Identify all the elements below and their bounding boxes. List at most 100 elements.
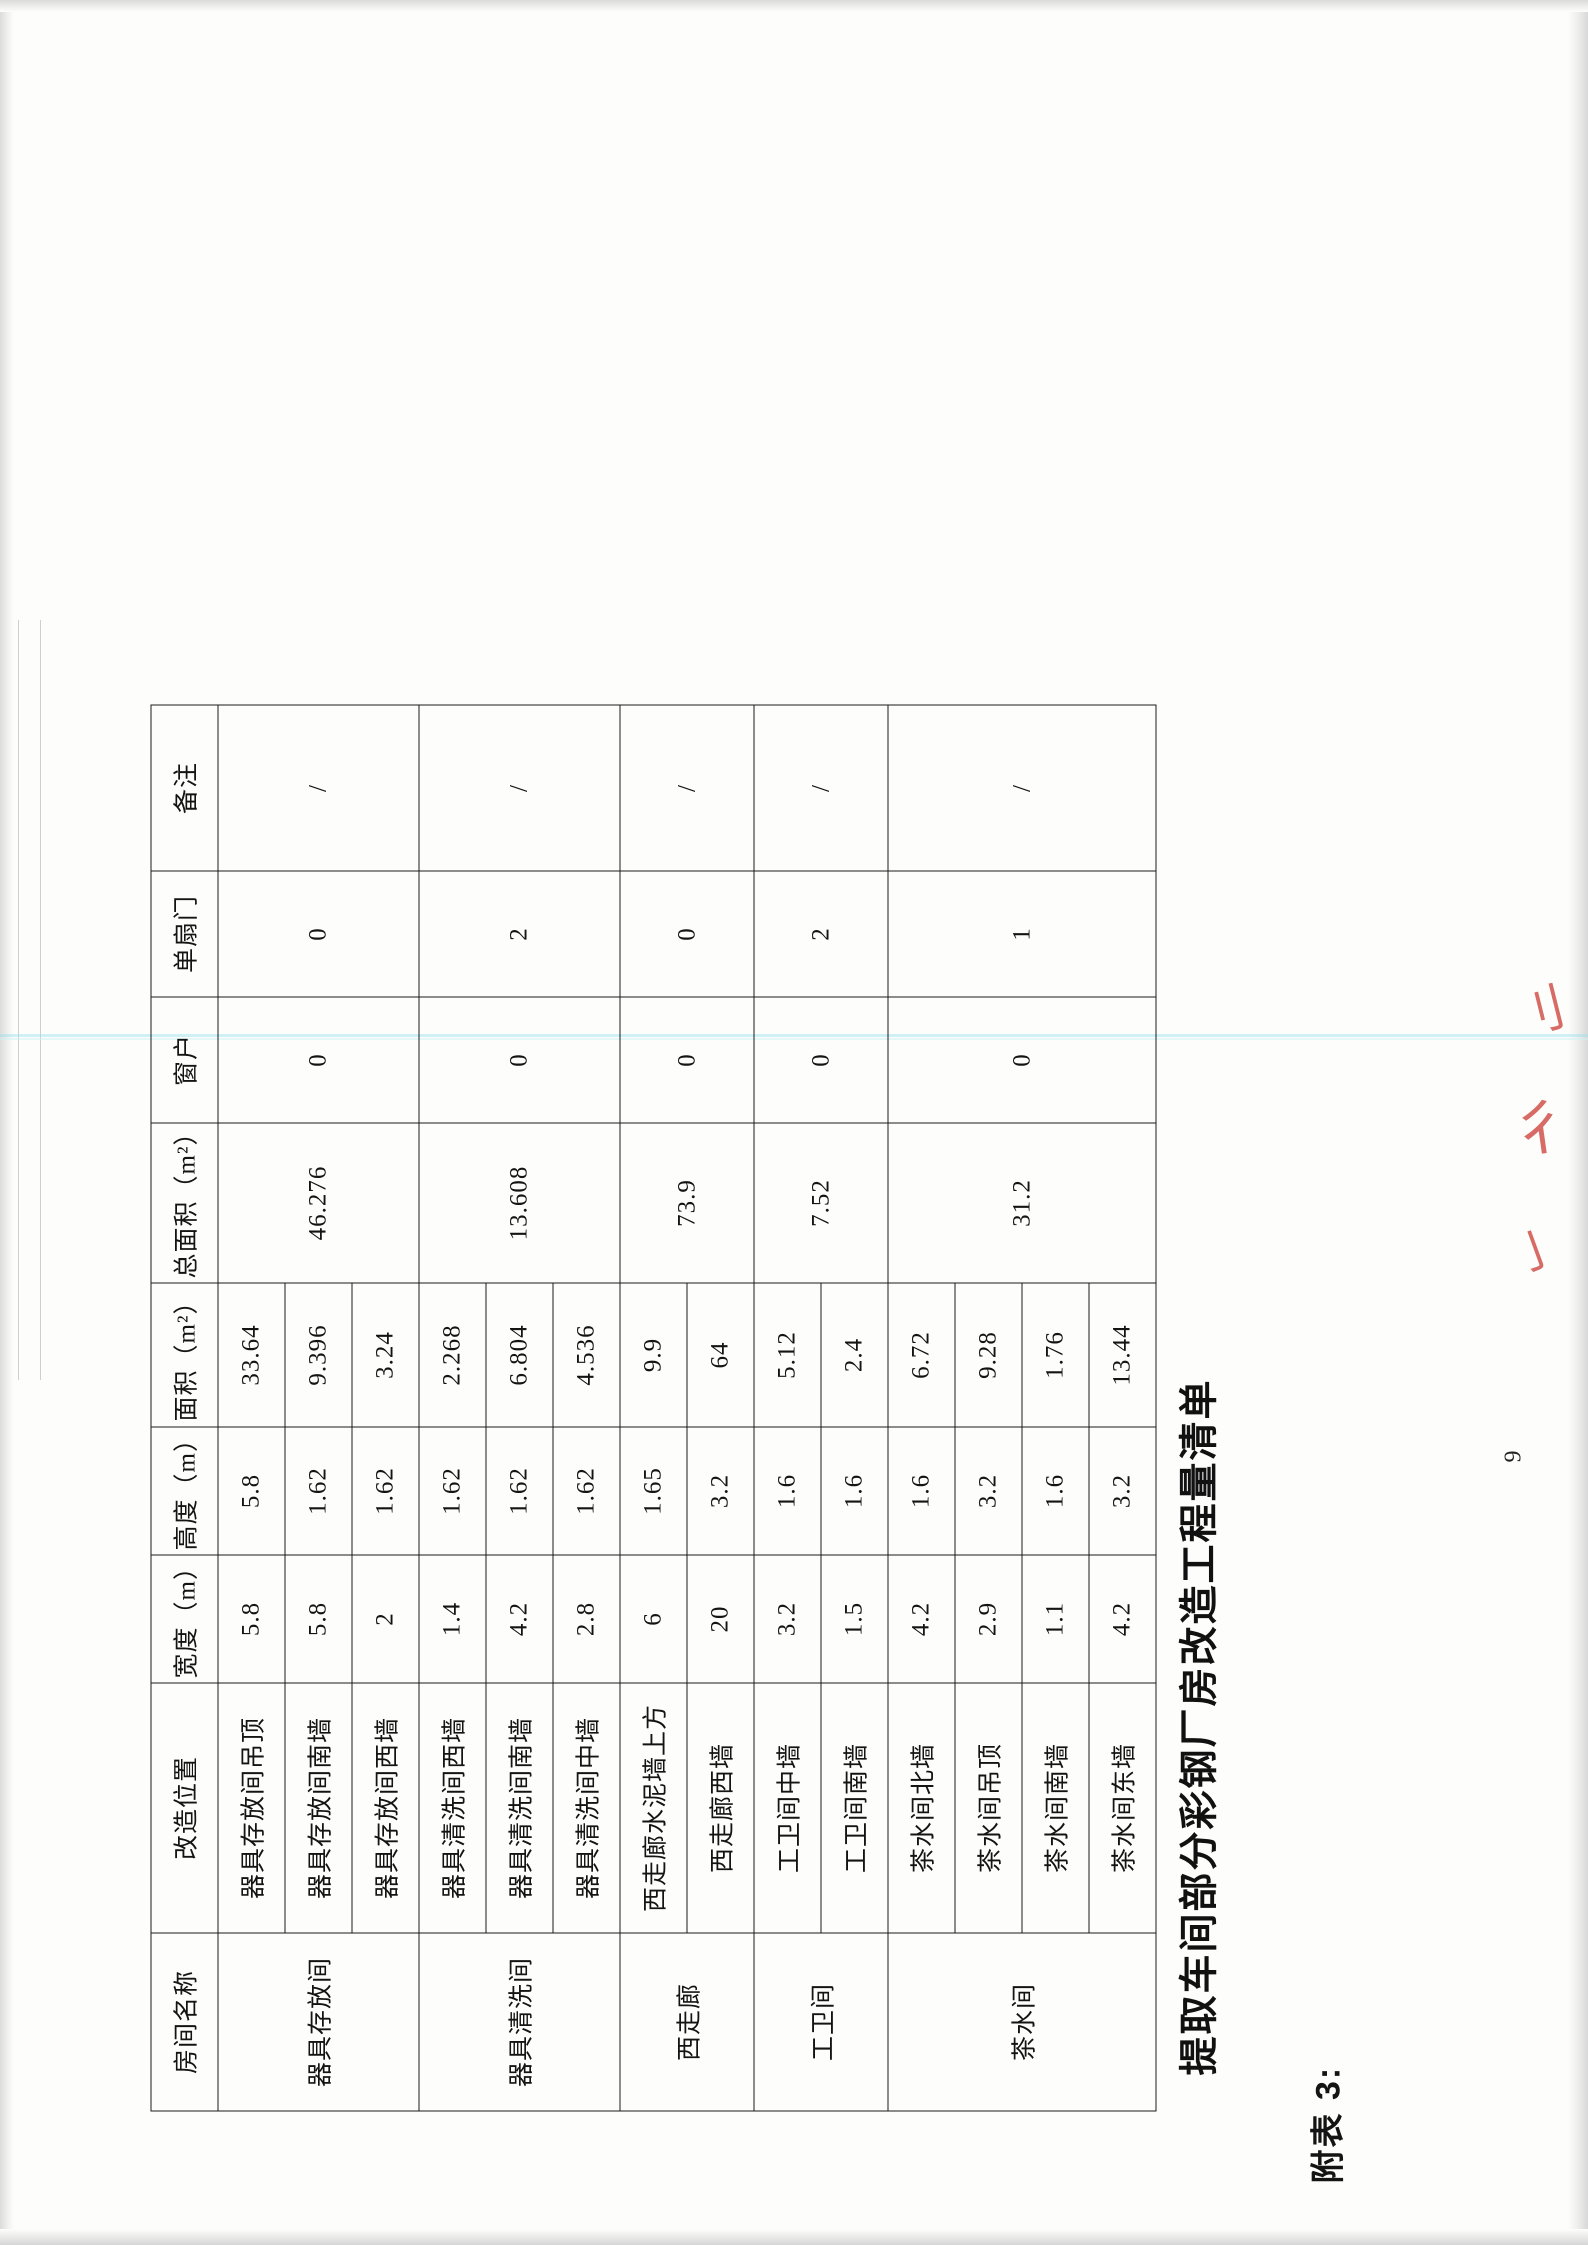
cell-height: 1.62 — [418, 1426, 486, 1555]
cell-location: 茶水间吊顶 — [954, 1682, 1022, 1933]
cell-area: 6.804 — [485, 1282, 553, 1427]
cell-note: / — [418, 704, 620, 871]
cell-total-area: 73.9 — [619, 1122, 754, 1283]
cell-window: 0 — [418, 996, 620, 1123]
scan-edge-left — [0, 0, 14, 2245]
cell-note: / — [887, 704, 1156, 871]
cell-location: 西走廊西墙 — [686, 1682, 754, 1933]
scan-edge-right — [1568, 0, 1588, 2245]
cell-width: 1.4 — [418, 1554, 486, 1683]
cell-area: 9.396 — [284, 1282, 352, 1427]
margin-rule — [18, 620, 19, 1380]
scanner-streak — [0, 1034, 1588, 1037]
cell-room: 西走廊 — [619, 1932, 754, 2111]
cell-door: 0 — [217, 870, 419, 997]
cell-total-area: 7.52 — [753, 1122, 888, 1283]
cell-area: 9.9 — [619, 1282, 687, 1427]
cell-height: 1.62 — [552, 1426, 620, 1555]
cell-window: 0 — [217, 996, 419, 1123]
col-header-note: 备注 — [150, 704, 218, 871]
col-header-total-area: 总面积（m²） — [150, 1119, 218, 1283]
cell-area: 2.268 — [418, 1282, 486, 1427]
cell-location: 器具存放间吊顶 — [217, 1682, 285, 1933]
table-row: 器具存放间 器具存放间吊顶 5.8 5.8 33.64 46.276 0 0/ — [217, 704, 419, 2111]
cell-height: 3.2 — [1088, 1426, 1156, 1555]
attachment-label: 附表 3: — [1309, 2065, 1347, 2183]
cell-height: 3.2 — [686, 1426, 754, 1555]
cell-location: 器具清洗间中墙 — [552, 1682, 620, 1933]
col-header-room: 房间名称 — [150, 1932, 218, 2111]
cell-window: 0 — [619, 996, 754, 1123]
cell-area: 5.12 — [753, 1282, 821, 1427]
cell-width: 4.2 — [1088, 1554, 1156, 1683]
cell-area: 1.76 — [1021, 1282, 1089, 1427]
cell-total-area: 13.608 — [418, 1122, 620, 1283]
cell-width: 5.8 — [217, 1554, 285, 1683]
cell-location: 工卫间南墙 — [820, 1682, 888, 1933]
table-row: 工卫间 工卫间中墙 3.2 1.6 5.12 7.52 0 2/ — [753, 704, 888, 2111]
margin-rule — [40, 620, 41, 1380]
cell-height: 1.6 — [1021, 1426, 1089, 1555]
table-header-row: 房间名称 改造位置 宽度（m） 高度（m） 面积（m²） 总面积（m²） 窗户 … — [150, 704, 218, 2111]
cell-height: 1.6 — [753, 1426, 821, 1555]
cell-width: 2 — [351, 1554, 419, 1683]
cell-height: 1.62 — [485, 1426, 553, 1555]
col-header-location: 改造位置 — [150, 1682, 218, 1933]
scan-edge-bottom — [0, 2229, 1588, 2245]
cell-location: 西走廊水泥墙上方 — [619, 1682, 687, 1933]
cell-location: 茶水间东墙 — [1088, 1682, 1156, 1933]
col-header-width: 宽度（m） — [150, 1554, 218, 1683]
cell-width: 5.8 — [284, 1554, 352, 1683]
table-row: 茶水间 茶水间北墙 4.2 1.6 6.72 31.2 0 1/ — [887, 704, 1156, 2111]
cell-window: 0 — [753, 996, 888, 1123]
col-header-area: 面积（m²） — [150, 1282, 218, 1427]
col-header-height: 高度（m） — [150, 1426, 218, 1555]
cell-area: 9.28 — [954, 1282, 1022, 1427]
cell-door: 2 — [753, 870, 888, 997]
cell-door: 2 — [418, 870, 620, 997]
page-title: 提取车间部分彩钢厂房改造工程量清单 — [1178, 1377, 1221, 2075]
cell-room: 茶水间 — [887, 1932, 1156, 2111]
cell-location: 器具存放间西墙 — [351, 1682, 419, 1933]
col-header-window: 窗户 — [150, 996, 218, 1123]
cell-area: 4.536 — [552, 1282, 620, 1427]
table-row: 西走廊 西走廊水泥墙上方 6 1.65 9.9 73.9 0 0/ — [619, 704, 754, 2111]
cell-width: 20 — [686, 1554, 754, 1683]
cell-height: 1.62 — [284, 1426, 352, 1555]
cell-area: 64 — [686, 1282, 754, 1427]
scan-edge-top — [0, 0, 1588, 12]
cell-location: 器具存放间南墙 — [284, 1682, 352, 1933]
cell-width: 2.8 — [552, 1554, 620, 1683]
cell-width: 4.2 — [887, 1554, 955, 1683]
cell-room: 器具存放间 — [217, 1932, 419, 2111]
cell-area: 2.4 — [820, 1282, 888, 1427]
cell-location: 器具清洗间南墙 — [485, 1682, 553, 1933]
cell-area: 13.44 — [1088, 1282, 1156, 1427]
cell-width: 6 — [619, 1554, 687, 1683]
cell-height: 1.6 — [887, 1426, 955, 1555]
col-header-door: 单扇门 — [150, 870, 218, 997]
cell-width: 1.1 — [1021, 1554, 1089, 1683]
cell-location: 茶水间南墙 — [1021, 1682, 1089, 1933]
cell-height: 1.65 — [619, 1426, 687, 1555]
cell-area: 6.72 — [887, 1282, 955, 1427]
cell-door: 0 — [619, 870, 754, 997]
cell-height: 1.62 — [351, 1426, 419, 1555]
cell-location: 茶水间北墙 — [887, 1682, 955, 1933]
cell-note: / — [619, 704, 754, 871]
cell-width: 2.9 — [954, 1554, 1022, 1683]
cell-room: 器具清洗间 — [418, 1932, 620, 2111]
cell-total-area: 31.2 — [887, 1122, 1156, 1283]
cell-room: 工卫间 — [753, 1932, 888, 2111]
cell-area: 3.24 — [351, 1282, 419, 1427]
cell-location: 工卫间中墙 — [753, 1682, 821, 1933]
cell-location: 器具清洗间西墙 — [418, 1682, 486, 1933]
page-number: 9 — [1500, 1450, 1526, 1462]
cell-window: 0 — [887, 996, 1156, 1123]
cell-height: 1.6 — [820, 1426, 888, 1555]
cell-area: 33.64 — [217, 1282, 285, 1427]
scanner-streak — [0, 1038, 1588, 1040]
cell-total-area: 46.276 — [217, 1122, 419, 1283]
